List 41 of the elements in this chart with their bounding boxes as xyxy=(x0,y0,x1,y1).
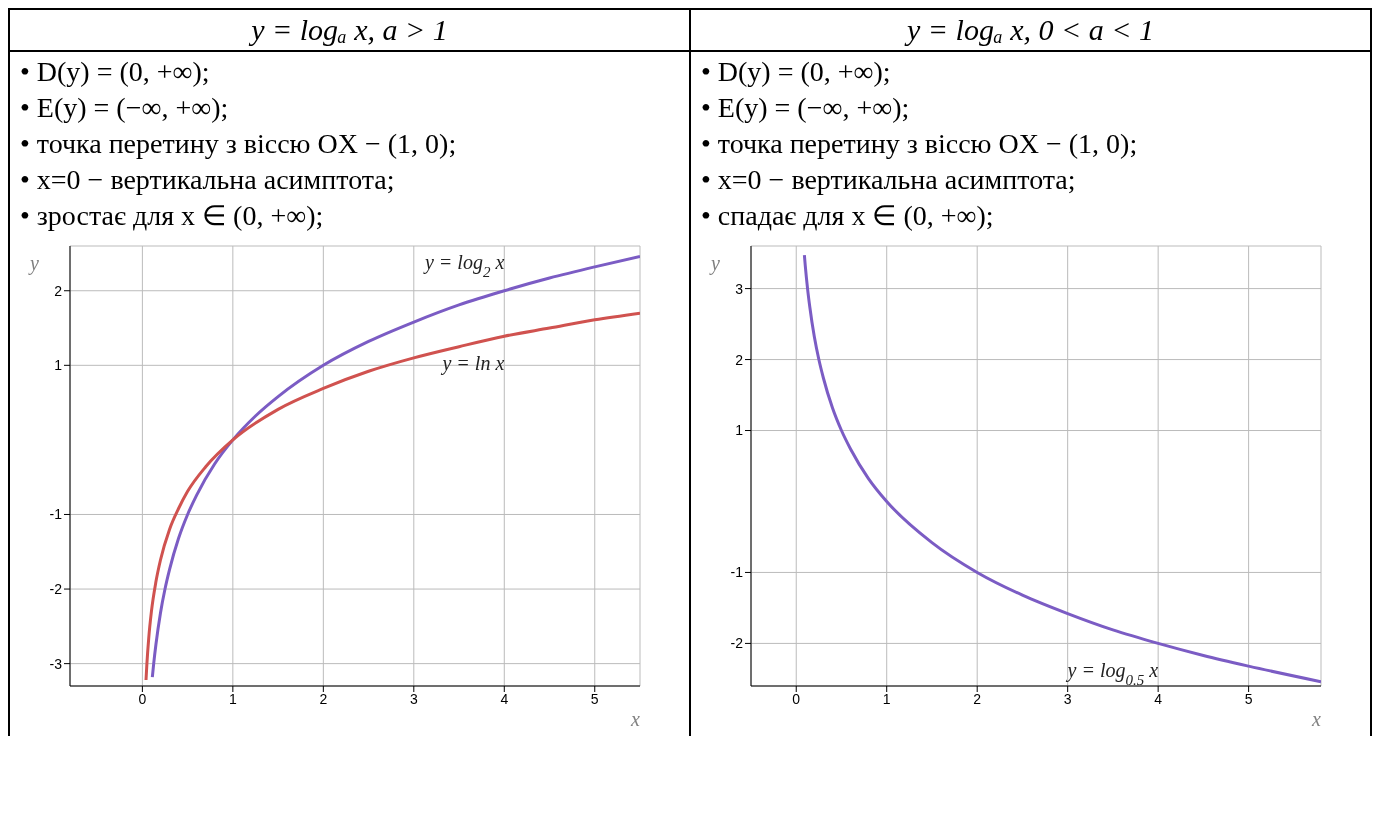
y-tick-label: -2 xyxy=(730,635,744,652)
x-tick-label: 1 xyxy=(228,690,237,707)
x-axis-title: x xyxy=(630,708,641,730)
x-tick-label: 4 xyxy=(1154,690,1163,707)
x-tick-label: 1 xyxy=(882,690,891,707)
y-axis-title: y xyxy=(28,252,39,276)
x-tick-label: 3 xyxy=(1063,690,1072,707)
x-tick-label: 5 xyxy=(590,690,599,707)
x-tick-label: 2 xyxy=(319,690,328,707)
y-tick-label: 2 xyxy=(54,282,63,299)
x-tick-label: 3 xyxy=(409,690,418,707)
y-tick-label: -3 xyxy=(49,655,63,672)
y-tick-label: 2 xyxy=(735,351,744,368)
x-tick-label: 4 xyxy=(500,690,509,707)
text: • D(y) = (0, +∞); xyxy=(20,55,211,89)
x-tick-label: 2 xyxy=(973,690,982,707)
text: • E(y) = (−∞, +∞); xyxy=(701,91,911,125)
text: • точка перетину з віссю OX − (1, 0); xyxy=(20,127,458,161)
text: • D(y) = (0, +∞); xyxy=(701,55,892,89)
chart-title: y = logₐ x, 0 < a < 1 xyxy=(691,10,1370,52)
text: • x=0 − вертикальна асимптота; xyxy=(20,163,396,197)
text: • точка перетину з віссю OX − (1, 0); xyxy=(701,127,1139,161)
chart-title: y = logₐ x, a > 1 xyxy=(10,10,689,52)
series-label: y = ln x xyxy=(440,352,505,376)
series-label: y = log$_{0.5}$ x xyxy=(1065,659,1159,689)
y-tick-label: 1 xyxy=(735,422,744,439)
x-tick-label: 0 xyxy=(792,690,801,707)
y-tick-label: -1 xyxy=(730,564,744,581)
text: • спадає для x ∈ (0, +∞); xyxy=(701,199,995,233)
series-label: y = log$_{2}$ x xyxy=(422,250,505,280)
y-tick-label: 1 xyxy=(54,357,63,374)
text: • зростає для x ∈ (0, +∞); xyxy=(20,199,325,233)
x-tick-label: 0 xyxy=(138,690,147,707)
y-axis-title: y xyxy=(709,252,720,276)
x-axis-title: x xyxy=(1311,708,1322,730)
y-tick-label: 3 xyxy=(735,280,744,297)
y-tick-label: -2 xyxy=(49,581,63,598)
y-tick-label: -1 xyxy=(49,506,63,523)
text: • E(y) = (−∞, +∞); xyxy=(20,91,230,125)
x-tick-label: 5 xyxy=(1244,690,1253,707)
text: • x=0 − вертикальна асимптота; xyxy=(701,163,1077,197)
